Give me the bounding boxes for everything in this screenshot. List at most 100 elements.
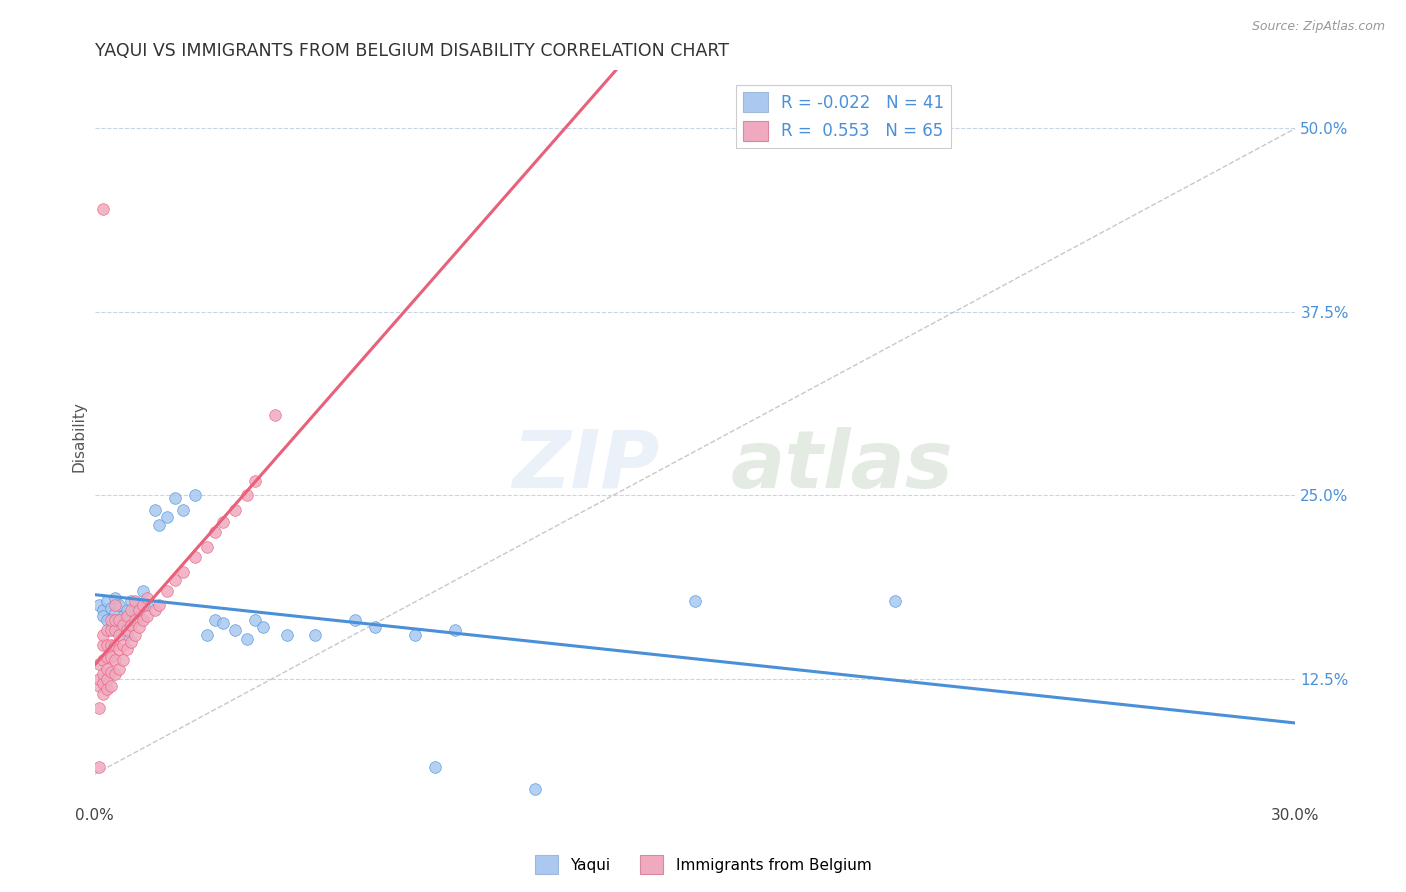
Point xyxy=(131,583,153,598)
Point xyxy=(103,638,125,652)
Point xyxy=(120,617,142,632)
Point xyxy=(100,613,122,627)
Point xyxy=(115,603,138,617)
Point xyxy=(87,760,110,774)
Point xyxy=(103,613,125,627)
Point xyxy=(120,603,142,617)
Point xyxy=(131,613,153,627)
Point xyxy=(100,624,122,638)
Point xyxy=(96,672,118,686)
Point xyxy=(103,653,125,667)
Point xyxy=(87,672,110,686)
Point xyxy=(96,649,118,664)
Point xyxy=(91,638,114,652)
Point xyxy=(195,540,218,554)
Point xyxy=(252,620,274,634)
Point xyxy=(111,638,134,652)
Point xyxy=(135,591,157,606)
Point xyxy=(243,613,266,627)
Point xyxy=(128,620,150,634)
Point xyxy=(156,583,179,598)
Point xyxy=(243,474,266,488)
Point xyxy=(124,628,146,642)
Point xyxy=(124,606,146,620)
Point xyxy=(96,682,118,697)
Point xyxy=(163,574,186,588)
Point xyxy=(235,632,257,647)
Point xyxy=(103,624,125,638)
Point xyxy=(404,628,426,642)
Point xyxy=(91,653,114,667)
Point xyxy=(91,628,114,642)
Point xyxy=(91,686,114,700)
Point xyxy=(91,608,114,623)
Point xyxy=(204,524,226,539)
Point xyxy=(100,638,122,652)
Point xyxy=(884,594,907,608)
Point xyxy=(87,701,110,715)
Point xyxy=(120,635,142,649)
Point xyxy=(172,565,194,579)
Point xyxy=(111,608,134,623)
Point xyxy=(91,202,114,216)
Point xyxy=(148,517,170,532)
Point xyxy=(224,503,246,517)
Text: ZIP: ZIP xyxy=(512,427,659,505)
Point xyxy=(443,624,465,638)
Point xyxy=(103,591,125,606)
Point xyxy=(135,608,157,623)
Point xyxy=(100,649,122,664)
Point xyxy=(156,510,179,524)
Point xyxy=(211,616,233,631)
Point xyxy=(115,624,138,638)
Point xyxy=(100,679,122,693)
Text: YAQUI VS IMMIGRANTS FROM BELGIUM DISABILITY CORRELATION CHART: YAQUI VS IMMIGRANTS FROM BELGIUM DISABIL… xyxy=(94,42,728,60)
Point xyxy=(96,662,118,676)
Point xyxy=(276,628,298,642)
Y-axis label: Disability: Disability xyxy=(72,401,86,472)
Point xyxy=(107,616,129,631)
Point xyxy=(148,599,170,613)
Legend: R = -0.022   N = 41, R =  0.553   N = 65: R = -0.022 N = 41, R = 0.553 N = 65 xyxy=(737,86,950,148)
Text: atlas: atlas xyxy=(731,427,953,505)
Point xyxy=(107,642,129,657)
Point xyxy=(131,599,153,613)
Point xyxy=(107,662,129,676)
Point xyxy=(111,617,134,632)
Point xyxy=(103,606,125,620)
Point xyxy=(107,613,129,627)
Point xyxy=(224,624,246,638)
Legend: Yaqui, Immigrants from Belgium: Yaqui, Immigrants from Belgium xyxy=(529,849,877,880)
Point xyxy=(683,594,706,608)
Point xyxy=(100,601,122,615)
Point xyxy=(523,781,546,796)
Point xyxy=(304,628,326,642)
Point xyxy=(111,653,134,667)
Point xyxy=(163,491,186,506)
Text: Source: ZipAtlas.com: Source: ZipAtlas.com xyxy=(1251,20,1385,33)
Point xyxy=(103,667,125,681)
Point xyxy=(183,549,205,564)
Point xyxy=(143,503,166,517)
Point xyxy=(172,503,194,517)
Point xyxy=(107,599,129,613)
Point xyxy=(120,594,142,608)
Point xyxy=(124,613,146,627)
Point xyxy=(128,603,150,617)
Point xyxy=(115,628,138,642)
Point xyxy=(115,608,138,623)
Point xyxy=(87,679,110,693)
Point xyxy=(235,488,257,502)
Point xyxy=(107,628,129,642)
Point xyxy=(100,665,122,679)
Point xyxy=(91,603,114,617)
Point xyxy=(100,620,122,634)
Point xyxy=(96,624,118,638)
Point xyxy=(263,408,285,422)
Point xyxy=(343,613,366,627)
Point xyxy=(211,515,233,529)
Point xyxy=(91,676,114,690)
Point xyxy=(204,613,226,627)
Point xyxy=(364,620,387,634)
Point xyxy=(423,760,446,774)
